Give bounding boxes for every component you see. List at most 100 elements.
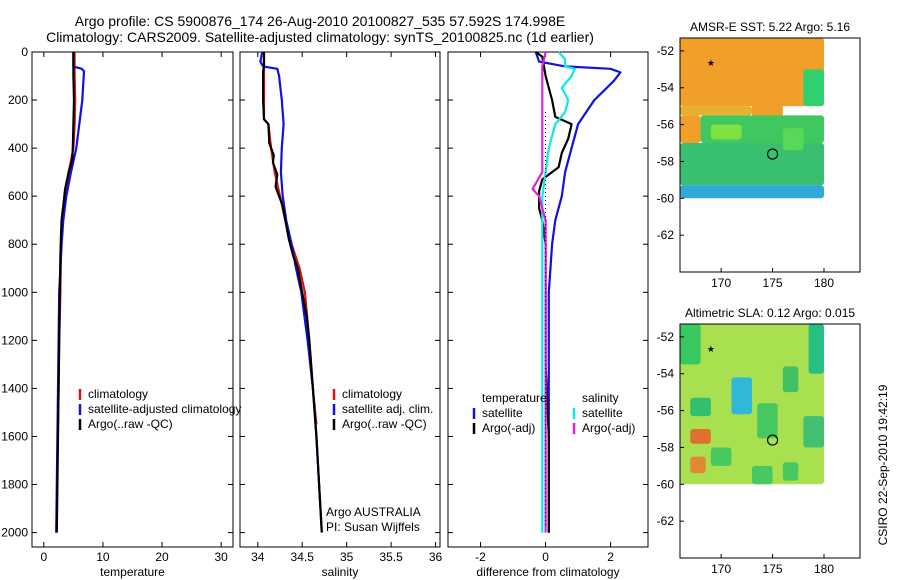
difference-series-cyan bbox=[541, 51, 576, 533]
sst_map-ytick-label: -62 bbox=[657, 228, 675, 242]
difference-xtick-label: 0 bbox=[542, 550, 549, 564]
temperature-ytick-label: 1000 bbox=[1, 285, 28, 299]
sst_map-xtick-label: 170 bbox=[711, 276, 731, 290]
sst_map-ytick-label: -54 bbox=[657, 81, 675, 95]
footer-stamp: CSIRO 22-Sep-2010 19:42:19 bbox=[876, 384, 890, 545]
sla_map-cell bbox=[690, 429, 711, 444]
sla_map-xtick-label: 180 bbox=[814, 562, 834, 576]
sla_map-ytick-label: -56 bbox=[657, 404, 675, 418]
difference-series-magenta bbox=[531, 51, 547, 533]
sla_map-cell bbox=[757, 403, 778, 439]
sla_map-cell bbox=[808, 324, 824, 374]
salinity-annotation-pi: PI: Susan Wijffels bbox=[326, 520, 420, 534]
sst_map-cell bbox=[680, 185, 824, 199]
sst_map-star-marker: ★ bbox=[707, 58, 715, 68]
salinity-xtick-label: 34.5 bbox=[291, 550, 315, 564]
sst_map-xtick-label: 175 bbox=[763, 276, 783, 290]
temperature-ytick-label: 1400 bbox=[1, 381, 28, 395]
temperature-ytick-label: 400 bbox=[8, 141, 28, 155]
difference-legend-header-salinity: salinity bbox=[582, 391, 619, 405]
sla_map-ytick-label: -52 bbox=[657, 330, 675, 344]
salinity-series-black bbox=[262, 52, 323, 533]
temperature-legend-entry: climatology bbox=[88, 387, 148, 401]
salinity-axes-box bbox=[239, 51, 441, 548]
sla_map-ytick-label: -54 bbox=[657, 367, 675, 381]
sla_map-cell bbox=[752, 465, 773, 485]
sla_map-cell bbox=[731, 377, 752, 415]
difference-legend-entry: satellite bbox=[482, 406, 523, 420]
temperature-panel: 0 10 20 30 0 200 400 600 800 1000 1200 1400 1600 1800… bbox=[1, 45, 241, 579]
temperature-ytick-label: 1600 bbox=[1, 429, 28, 443]
title-line-1: Argo profile: CS 5900876_174 26-Aug-2010… bbox=[75, 13, 565, 29]
sla_map-axes-box bbox=[679, 323, 861, 559]
sst_map-ytick-label: -60 bbox=[657, 191, 675, 205]
title-line-2: Climatology: CARS2009. Satellite-adjuste… bbox=[46, 29, 594, 45]
sla_map-star-marker: ★ bbox=[707, 344, 715, 354]
sst_map-cell bbox=[782, 128, 804, 151]
difference-legend-entry: Argo(-adj) bbox=[482, 421, 535, 435]
difference-series-blue bbox=[534, 51, 622, 533]
sla_map-cell bbox=[782, 462, 799, 481]
sst_map-cell bbox=[710, 124, 742, 140]
salinity-annotation-institute: Argo AUSTRALIA bbox=[326, 505, 421, 519]
difference-xlabel: difference from climatology bbox=[476, 565, 619, 579]
difference-xtick-label: 2 bbox=[607, 550, 614, 564]
temperature-ytick-label: 600 bbox=[8, 189, 28, 203]
sst_map-argo-location-marker bbox=[766, 148, 779, 160]
sla_map-cell bbox=[710, 447, 732, 466]
sla_map-xtick-label: 170 bbox=[711, 562, 731, 576]
salinity-legend-entry: climatology bbox=[342, 387, 402, 401]
temperature-axes-box bbox=[31, 51, 234, 548]
sla_map-ytick-label: -62 bbox=[657, 514, 675, 528]
sst_map-xtick-label: 180 bbox=[814, 276, 834, 290]
temperature-xtick-label: 30 bbox=[214, 550, 228, 564]
temperature-legend-entry: satellite-adjusted climatology bbox=[88, 402, 241, 416]
sst_map-axes-box bbox=[679, 37, 861, 273]
salinity-series-blue bbox=[259, 51, 323, 533]
temperature-xlabel: temperature bbox=[100, 565, 165, 579]
difference-xtick-label: -2 bbox=[475, 550, 486, 564]
temperature-xtick-label: 0 bbox=[40, 550, 47, 564]
temperature-ytick-label: 800 bbox=[8, 237, 28, 251]
sla_map-ytick-label: -60 bbox=[657, 477, 675, 491]
sla_map-cell bbox=[803, 416, 824, 448]
difference-series-black bbox=[535, 51, 573, 533]
temperature-ytick-label: 2000 bbox=[1, 526, 28, 540]
salinity-legend-entry: satellite adj. clim. bbox=[342, 402, 433, 416]
sst_map-ytick-label: -56 bbox=[657, 118, 675, 132]
salinity-xtick-label: 34 bbox=[251, 550, 265, 564]
sla_map-title: Altimetric SLA: 0.12 Argo: 0.015 bbox=[685, 306, 855, 320]
sla_map-argo-location-marker bbox=[766, 434, 779, 446]
temperature-ytick-label: 1200 bbox=[1, 333, 28, 347]
temperature-legend-entry: Argo(..raw -QC) bbox=[88, 417, 173, 431]
salinity-legend-entry: Argo(..raw -QC) bbox=[342, 417, 427, 431]
sst_map-ytick-label: -58 bbox=[657, 154, 675, 168]
temperature-ytick-label: 200 bbox=[8, 93, 28, 107]
sla_map-xtick-label: 175 bbox=[763, 562, 783, 576]
sst_map-cell bbox=[680, 115, 701, 144]
sla_map-cell bbox=[782, 366, 799, 393]
temperature-ytick-label: 0 bbox=[21, 45, 28, 59]
sst_map-cell bbox=[680, 38, 824, 107]
sla_map-cell bbox=[680, 324, 701, 365]
salinity-panel: 34 34.5 35 35.5 36 salinity climatologysatelli… bbox=[239, 51, 443, 579]
salinity-xtick-label: 36 bbox=[429, 550, 443, 564]
difference-axes-box bbox=[447, 51, 649, 548]
sst_map-title: AMSR-E SST: 5.22 Argo: 5.16 bbox=[690, 20, 850, 34]
sst_map-panel: AMSR-E SST: 5.22 Argo: 5.16 170 175 180 -52 -… bbox=[657, 20, 861, 290]
sla_map-cell bbox=[690, 397, 711, 417]
salinity-xtick-label: 35 bbox=[340, 550, 354, 564]
difference-legend-entry: satellite bbox=[582, 406, 623, 420]
sst_map-ytick-label: -52 bbox=[657, 44, 675, 58]
sla_map-ytick-label: -58 bbox=[657, 440, 675, 454]
temperature-xtick-label: 10 bbox=[96, 550, 110, 564]
sst_map-cell bbox=[803, 69, 824, 107]
sla_map-panel: Altimetric SLA: 0.12 Argo: 0.015 170 175 18… bbox=[657, 306, 861, 576]
difference-legend-header-temperature: temperature bbox=[482, 391, 547, 405]
temperature-series-black bbox=[55, 52, 76, 533]
temperature-xtick-label: 20 bbox=[155, 550, 169, 564]
temperature-ytick-label: 1800 bbox=[1, 478, 28, 492]
salinity-xtick-label: 35.5 bbox=[379, 550, 403, 564]
